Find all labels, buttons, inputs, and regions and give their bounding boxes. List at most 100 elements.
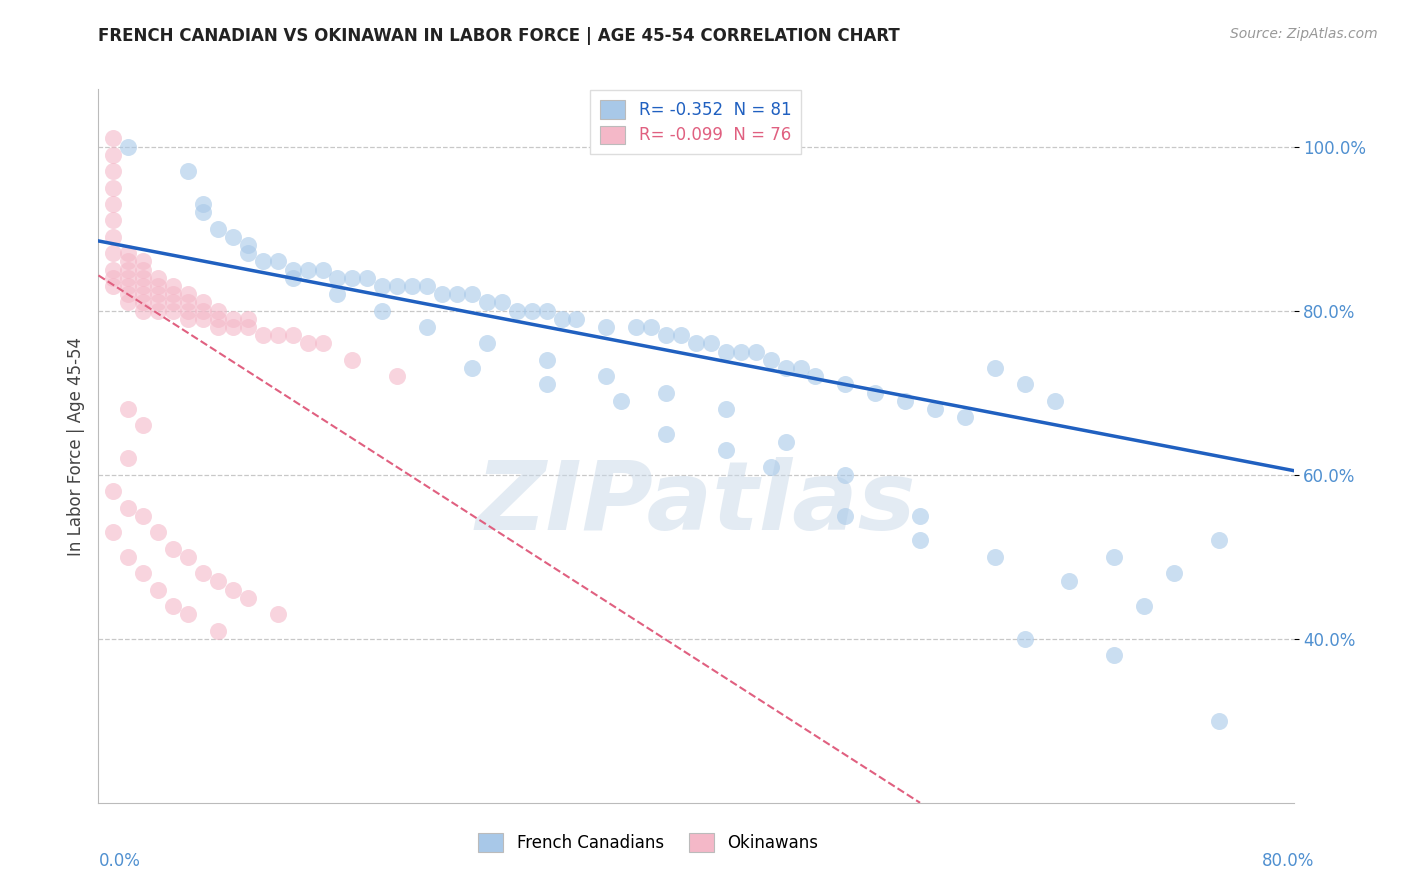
Point (191, 205, 214, 219)
Point (385, 369, 409, 384)
Point (148, 279, 170, 293)
Point (669, 328, 692, 343)
Point (132, 254, 155, 268)
Point (162, 295, 184, 310)
Point (132, 279, 155, 293)
Point (804, 369, 827, 384)
Point (789, 361, 811, 376)
Point (222, 230, 245, 244)
Point (103, 131, 125, 145)
Point (132, 418, 155, 433)
Point (191, 566, 214, 581)
Point (148, 303, 170, 318)
Point (207, 221, 229, 235)
Point (1208, 714, 1230, 728)
Point (311, 262, 333, 277)
Point (1163, 566, 1185, 581)
Point (908, 508, 931, 523)
Point (834, 508, 856, 523)
Point (117, 262, 139, 277)
Point (162, 303, 184, 318)
Point (177, 303, 200, 318)
Point (281, 328, 304, 343)
Point (132, 566, 155, 581)
Point (475, 336, 498, 351)
Point (311, 336, 333, 351)
Point (759, 459, 782, 474)
Point (1043, 393, 1066, 408)
Point (117, 139, 139, 153)
Point (236, 246, 259, 260)
Point (236, 320, 259, 334)
Point (177, 549, 200, 564)
Point (103, 525, 125, 540)
Point (191, 311, 214, 326)
Point (894, 393, 917, 408)
Point (177, 295, 200, 310)
Point (103, 262, 125, 277)
Point (222, 311, 245, 326)
Point (281, 270, 304, 285)
Point (342, 352, 364, 367)
Point (506, 303, 529, 318)
Point (191, 303, 214, 318)
Point (162, 599, 184, 613)
Point (207, 624, 229, 638)
Point (446, 287, 468, 301)
Point (267, 328, 290, 343)
Point (984, 361, 1007, 376)
Point (385, 279, 409, 293)
Y-axis label: In Labor Force | Age 45-54: In Labor Force | Age 45-54 (66, 336, 84, 556)
Point (191, 295, 214, 310)
Point (745, 344, 768, 359)
Point (117, 451, 139, 466)
Point (117, 279, 139, 293)
Point (700, 336, 723, 351)
Text: Source: ZipAtlas.com: Source: ZipAtlas.com (1230, 27, 1378, 41)
Point (132, 303, 155, 318)
Point (1104, 549, 1126, 564)
Point (371, 279, 394, 293)
Point (148, 582, 170, 597)
Point (1014, 632, 1036, 646)
Point (177, 164, 200, 178)
Point (924, 402, 946, 417)
Point (117, 270, 139, 285)
Point (461, 361, 484, 376)
Point (222, 320, 245, 334)
Point (908, 533, 931, 548)
Point (536, 377, 558, 392)
Point (655, 426, 678, 441)
Point (297, 336, 319, 351)
Point (342, 270, 364, 285)
Point (834, 467, 856, 482)
Point (953, 410, 976, 425)
Point (356, 270, 378, 285)
Legend: French Canadians, Okinawans: French Canadians, Okinawans (471, 827, 825, 859)
Point (267, 607, 290, 622)
Point (117, 254, 139, 268)
Point (236, 311, 259, 326)
Point (177, 311, 200, 326)
Point (148, 270, 170, 285)
Point (461, 287, 484, 301)
Point (162, 541, 184, 556)
Point (177, 287, 200, 301)
Point (103, 197, 125, 211)
Point (103, 484, 125, 499)
Point (148, 295, 170, 310)
Point (117, 246, 139, 260)
Point (207, 311, 229, 326)
Point (610, 393, 633, 408)
Point (536, 352, 558, 367)
Point (595, 320, 617, 334)
Point (103, 230, 125, 244)
Point (475, 295, 498, 310)
Point (730, 344, 752, 359)
Point (117, 287, 139, 301)
Point (775, 434, 797, 449)
Point (148, 525, 170, 540)
Point (416, 320, 439, 334)
Point (162, 287, 184, 301)
Point (103, 164, 125, 178)
